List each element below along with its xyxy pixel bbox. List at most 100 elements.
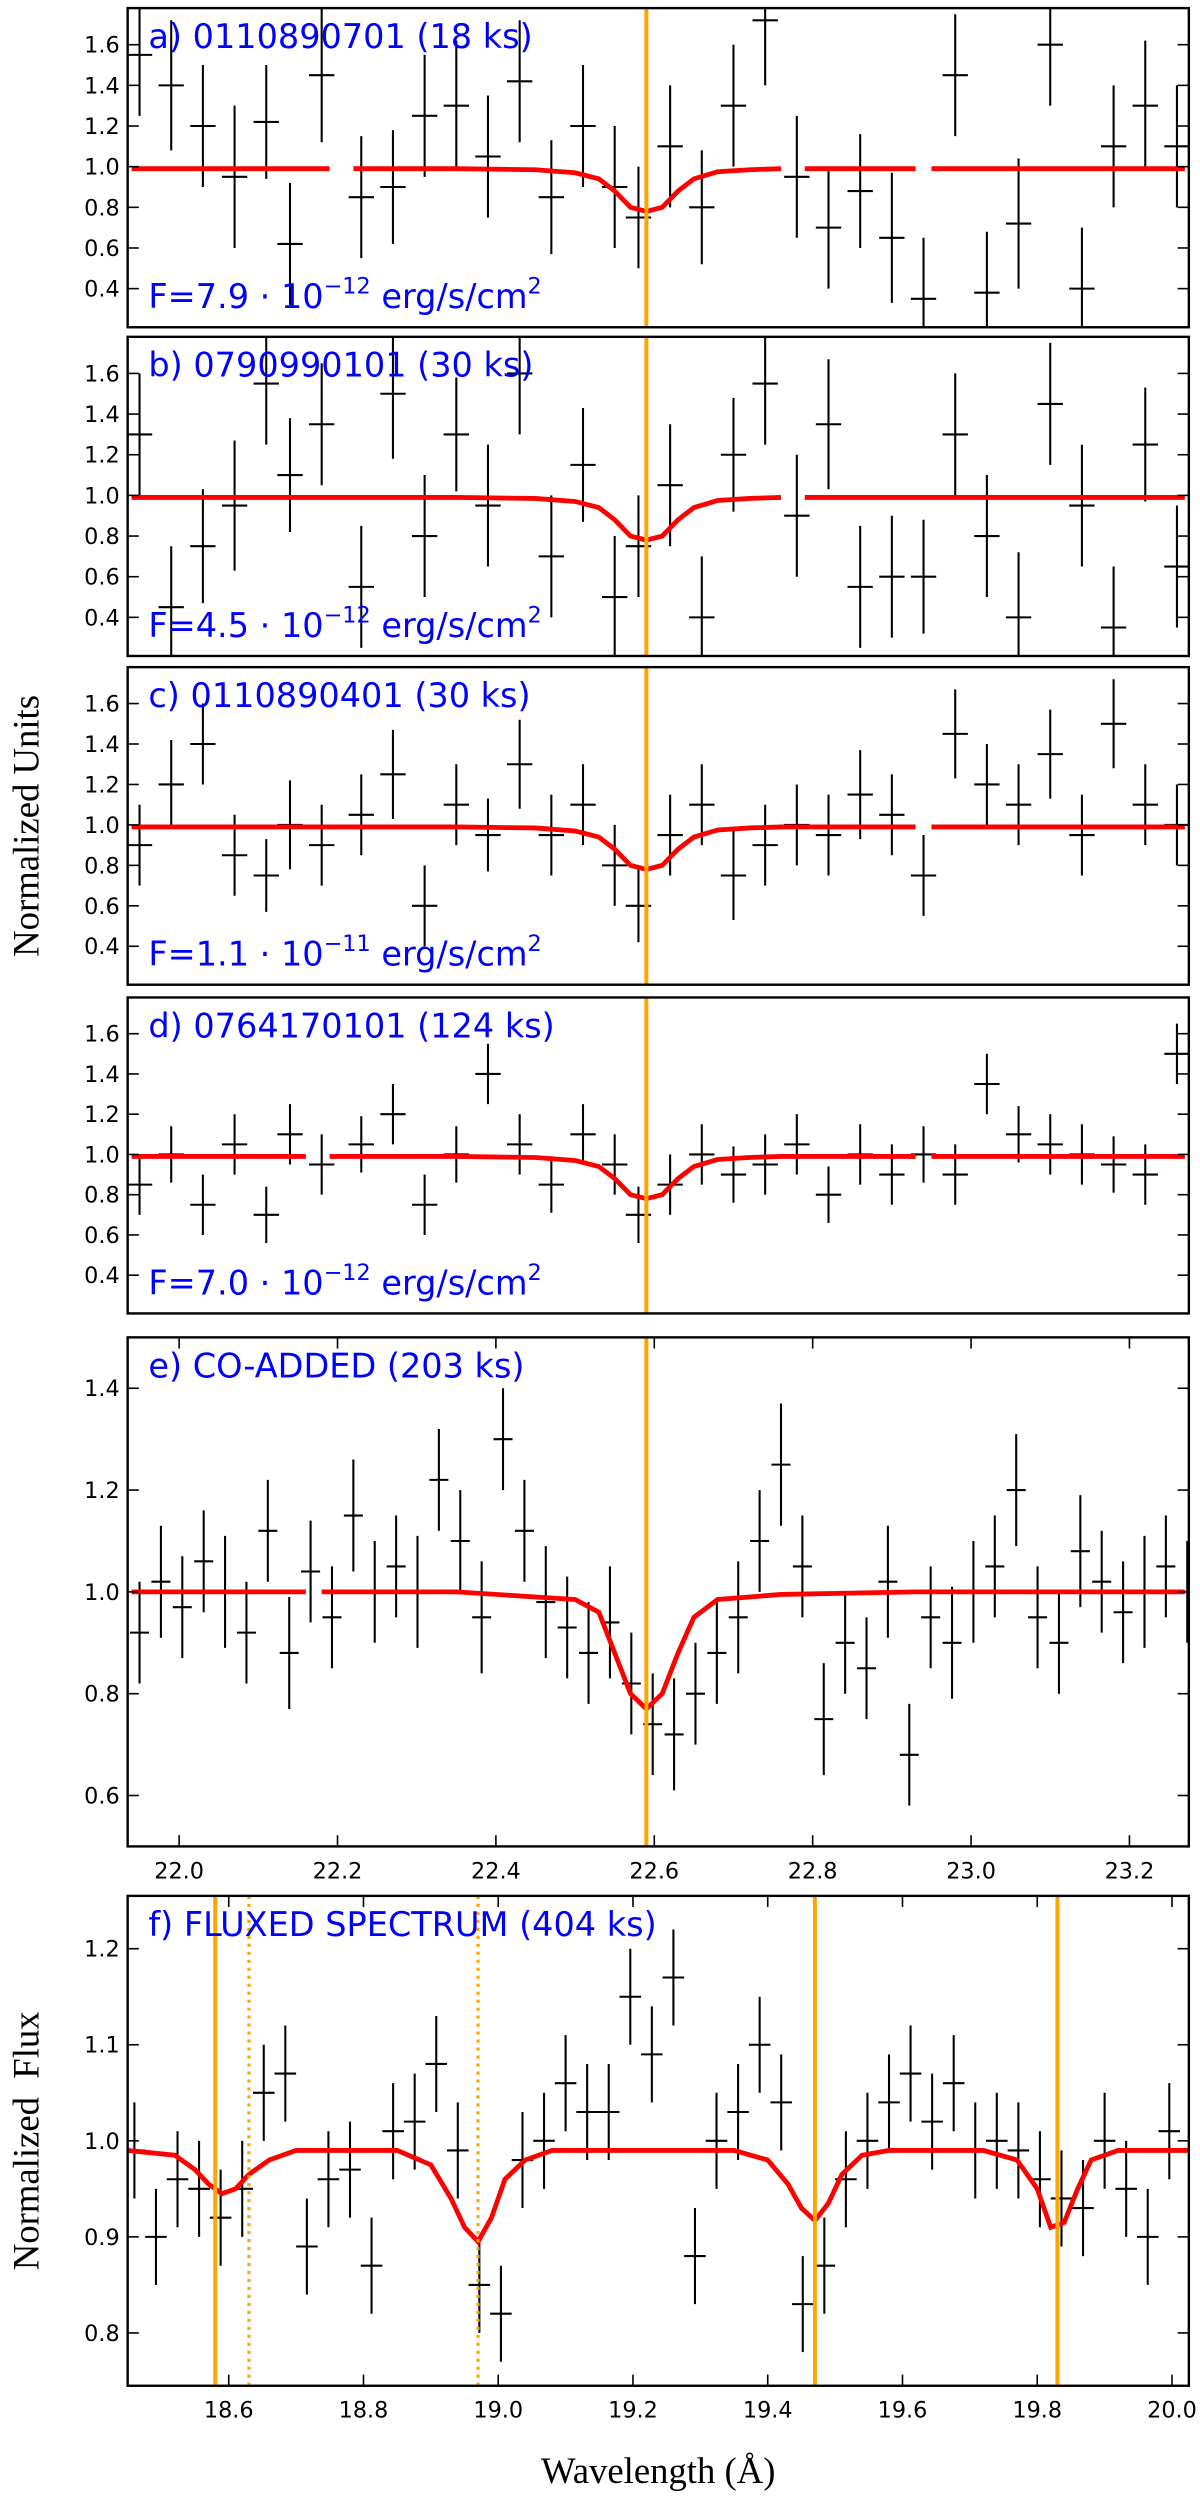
- plot-area: [130, 1337, 1189, 1847]
- panel: 0.4 0.6 0.8 1.0 1.2 1.4 1.6 b) 0790990101 (30 k…: [84, 335, 1191, 658]
- model-line: [131, 1589, 1185, 1713]
- x-tick-label: 18.8: [339, 2398, 389, 2424]
- y-tick-label: 0.4: [84, 605, 120, 631]
- flux-label-part: 2: [528, 931, 542, 957]
- x-axis-label: Wavelength (Å): [541, 2450, 775, 2491]
- y-tick-label: 0.6: [84, 565, 120, 591]
- y-tick-label: 0.6: [84, 1223, 120, 1249]
- y-tick-label: 1.4: [84, 1376, 120, 1402]
- y-tick-label: 0.8: [84, 524, 120, 550]
- frame: [126, 665, 1191, 986]
- flux-label-part: erg/s/cm: [371, 935, 528, 974]
- y-tick-label: 1.4: [84, 402, 120, 428]
- panel-title: a) 0110890701 (18 ks): [148, 17, 532, 56]
- y-tick-label: 0.4: [84, 277, 120, 303]
- y-tick-label: 1.6: [84, 692, 120, 718]
- y-tick-label: 1.2: [84, 114, 120, 140]
- flux-label: F=1.1 · 10−11 erg/s/cm2: [148, 931, 541, 973]
- plot-area: [127, 8, 1189, 328]
- x-tick-label: 18.6: [204, 2398, 254, 2424]
- frame: [126, 996, 1191, 1315]
- flux-label-part: −12: [324, 274, 371, 300]
- panel-title: c) 0110890401 (30 ks): [148, 676, 530, 715]
- y-axis-label: Normalized Units: [5, 695, 46, 957]
- flux-label-part: F=7.9 · 10: [148, 277, 323, 316]
- y-tick-label: 0.6: [84, 894, 120, 920]
- flux-label-part: 2: [528, 274, 542, 300]
- panel: 0.4 0.6 0.8 1.0 1.2 1.4 1.6 c) 0110890401 (30 k…: [5, 665, 1191, 986]
- y-tick-label: 0.6: [84, 1783, 120, 1809]
- flux-label-part: erg/s/cm: [371, 277, 528, 316]
- x-tick-label: 22.6: [629, 1858, 679, 1884]
- flux-label-part: 2: [528, 602, 542, 628]
- x-tick-label: 20.0: [1147, 2398, 1197, 2424]
- x-tick-label: 22.4: [471, 1858, 521, 1884]
- frame: [126, 335, 1191, 658]
- plot-area: [127, 1895, 1189, 2386]
- plot-area: [127, 997, 1189, 1314]
- y-axis-label: Normalized Flux: [5, 2011, 46, 2270]
- x-tick-label: 19.4: [743, 2398, 793, 2424]
- y-tick-label: 1.4: [84, 732, 120, 758]
- panel: 0.6 0.8 1.0 1.2 1.4 22.0 22.2 22.4 22.6 22.8 23.0 2…: [84, 1336, 1191, 1884]
- y-tick-label: 1.6: [84, 1022, 120, 1048]
- model-line: [131, 1154, 1185, 1202]
- y-tick-label: 1.4: [84, 1062, 120, 1088]
- flux-label-part: erg/s/cm: [371, 606, 528, 645]
- panel-title: b) 0790990101 (30 ks): [148, 346, 533, 385]
- x-tick-label: 22.0: [154, 1858, 204, 1884]
- y-tick-label: 1.2: [84, 443, 120, 469]
- flux-label: F=7.9 · 10−12 erg/s/cm2: [148, 274, 541, 316]
- y-tick-label: 1.4: [84, 73, 120, 99]
- y-tick-label: 1.2: [84, 772, 120, 798]
- y-tick-label: 0.9: [84, 2225, 120, 2251]
- model-line: [131, 824, 1185, 872]
- frame: [126, 1894, 1191, 2387]
- x-tick-label: 19.8: [1012, 2398, 1062, 2424]
- y-tick-label: 1.0: [84, 1142, 120, 1168]
- y-tick-label: 1.0: [84, 155, 120, 181]
- flux-label: F=4.5 · 10−12 erg/s/cm2: [148, 602, 541, 644]
- y-tick-label: 1.2: [84, 1478, 120, 1504]
- panel: 0.4 0.6 0.8 1.0 1.2 1.4 1.6 a) 0110890701 (18 k…: [84, 6, 1191, 329]
- flux-label-part: F=1.1 · 10: [148, 935, 323, 974]
- panel: 0.4 0.6 0.8 1.0 1.2 1.4 1.6 d) 0764170101 (124 …: [84, 996, 1191, 1315]
- panel-title: e) CO-ADDED (203 ks): [148, 1346, 524, 1385]
- plot-area: [127, 336, 1189, 656]
- panel: 0.8 0.9 1.0 1.1 1.2 18.6 18.8 19.0 19.2 19.4 19.6 1…: [5, 1894, 1197, 2491]
- y-tick-label: 0.8: [84, 853, 120, 879]
- y-tick-label: 1.6: [84, 33, 120, 59]
- y-tick-label: 0.8: [84, 195, 120, 221]
- y-tick-label: 0.4: [84, 934, 120, 960]
- flux-label-part: −11: [324, 931, 371, 957]
- panel-title: f) FLUXED SPECTRUM (404 ks): [148, 1905, 656, 1944]
- frame: [126, 1336, 1191, 1848]
- y-tick-label: 1.1: [84, 2033, 120, 2059]
- y-tick-label: 1.0: [84, 2129, 120, 2155]
- y-tick-label: 1.2: [84, 1937, 120, 1963]
- panel-title: d) 0764170101 (124 ks): [148, 1006, 554, 1045]
- flux-label-part: 2: [528, 1260, 542, 1286]
- flux-label-part: erg/s/cm: [371, 1263, 528, 1302]
- y-tick-label: 1.0: [84, 813, 120, 839]
- model-line: [127, 2148, 1189, 2246]
- y-tick-label: 0.8: [84, 1183, 120, 1209]
- model-line: [131, 495, 1185, 543]
- x-tick-label: 19.2: [608, 2398, 658, 2424]
- flux-label-part: −12: [324, 602, 371, 628]
- y-tick-label: 0.4: [84, 1263, 120, 1289]
- flux-label-part: −12: [324, 1260, 371, 1286]
- x-tick-label: 22.2: [313, 1858, 363, 1884]
- x-tick-label: 19.0: [473, 2398, 523, 2424]
- flux-label-part: F=7.0 · 10: [148, 1263, 323, 1302]
- y-tick-label: 0.6: [84, 236, 120, 262]
- x-tick-label: 22.8: [788, 1858, 838, 1884]
- x-tick-label: 19.6: [878, 2398, 928, 2424]
- plot-area: [127, 667, 1189, 985]
- y-tick-label: 1.0: [84, 1580, 120, 1606]
- y-tick-label: 1.6: [84, 361, 120, 387]
- y-tick-label: 1.2: [84, 1102, 120, 1128]
- flux-label-part: F=4.5 · 10: [148, 606, 323, 645]
- x-tick-label: 23.0: [946, 1858, 996, 1884]
